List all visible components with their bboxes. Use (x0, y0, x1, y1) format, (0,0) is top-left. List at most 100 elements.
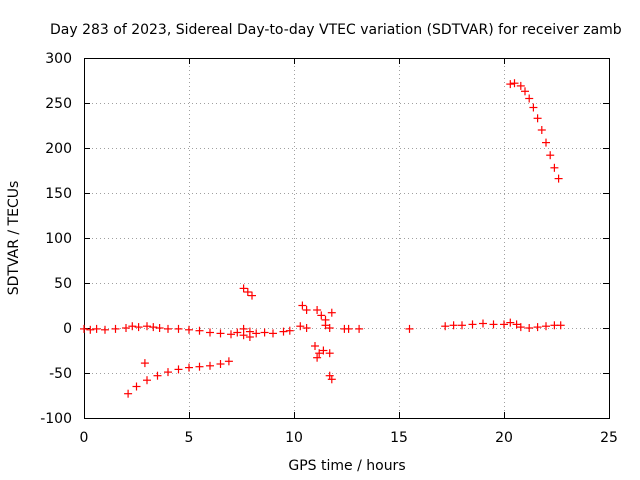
data-point (149, 323, 158, 332)
x-tick-label: 5 (185, 430, 194, 446)
data-point (546, 151, 555, 160)
y-tick-labels: -100 -50 0 50 100 150 200 250 300 (40, 51, 72, 427)
x-tick-label: 15 (390, 430, 408, 446)
data-point (233, 328, 242, 337)
data-point (510, 79, 519, 88)
data-point (124, 389, 133, 398)
data-point (529, 103, 538, 112)
y-tick-label: 300 (45, 51, 72, 67)
data-point (533, 323, 542, 332)
data-point (164, 368, 172, 377)
grid-lines (84, 58, 609, 418)
data-point (441, 322, 450, 331)
data-point (80, 324, 88, 333)
data-point (313, 353, 322, 362)
data-point (542, 138, 550, 147)
data-point (206, 361, 214, 370)
x-axis-label: GPS time / hours (288, 458, 405, 474)
data-point (174, 324, 183, 333)
data-point (86, 325, 95, 334)
data-point (405, 324, 414, 333)
chart-title: Day 283 of 2023, Sidereal Day-to-day VTE… (50, 22, 622, 38)
x-tick-label: 25 (600, 430, 618, 446)
data-point (525, 94, 534, 103)
data-point (449, 321, 458, 330)
data-point (325, 349, 334, 358)
data-point (285, 326, 294, 335)
data-point (101, 325, 109, 334)
data-point (243, 288, 252, 296)
y-tick-label: 100 (45, 231, 72, 247)
data-point (311, 342, 319, 350)
data-point (302, 306, 311, 314)
plot-frame (84, 58, 610, 419)
data-point (317, 311, 326, 320)
data-point (525, 324, 534, 332)
data-points (80, 79, 565, 398)
data-point (174, 365, 183, 374)
x-tick-label: 10 (285, 430, 303, 446)
data-point (556, 321, 565, 330)
data-point (315, 349, 324, 358)
data-point (554, 174, 563, 183)
data-point (296, 322, 305, 331)
data-point (355, 324, 364, 333)
data-point (302, 324, 311, 332)
y-axis-label: SDTVAR / TECUs (6, 181, 22, 296)
data-point (185, 363, 193, 372)
data-point (128, 322, 137, 331)
y-tick-label: 200 (45, 141, 72, 157)
axis-ticks (84, 58, 610, 419)
data-point (252, 329, 261, 338)
y-tick-label: -50 (49, 366, 72, 382)
data-point (155, 324, 164, 332)
data-point (239, 331, 248, 340)
data-point (245, 333, 254, 341)
data-point (279, 327, 288, 336)
data-point (206, 328, 214, 337)
data-point (134, 323, 143, 332)
data-point (458, 321, 466, 330)
data-point (468, 320, 477, 329)
data-point (506, 80, 515, 89)
data-point (195, 326, 204, 335)
data-point (260, 328, 269, 337)
data-point (140, 359, 149, 368)
data-point (132, 382, 141, 391)
data-point (224, 357, 233, 366)
data-point (195, 362, 204, 371)
data-point (521, 87, 529, 96)
data-point (298, 301, 307, 310)
data-point (516, 81, 525, 90)
data-point (321, 315, 330, 324)
data-point (111, 324, 120, 333)
x-tick-label: 20 (495, 430, 513, 446)
data-point (325, 324, 334, 332)
y-tick-label: 0 (63, 321, 72, 337)
y-tick-label: 150 (45, 186, 72, 202)
data-point (313, 306, 322, 314)
data-point (153, 371, 162, 380)
data-point (542, 322, 550, 331)
data-point (516, 323, 525, 332)
data-point (216, 329, 225, 338)
data-point (92, 324, 101, 333)
y-tick-label: -100 (40, 411, 72, 427)
data-point (327, 308, 336, 317)
data-point (269, 329, 277, 338)
data-point (537, 126, 546, 134)
data-point (489, 320, 498, 329)
data-point (344, 324, 353, 333)
data-point (479, 319, 487, 328)
data-point (143, 322, 151, 331)
data-point (512, 320, 521, 329)
data-point (239, 284, 248, 293)
y-tick-label: 250 (45, 96, 72, 112)
data-point (533, 114, 542, 123)
data-point (164, 324, 172, 333)
data-point (185, 325, 193, 334)
data-point (227, 330, 235, 339)
x-tick-label: 0 (80, 430, 89, 446)
data-point (500, 320, 508, 329)
